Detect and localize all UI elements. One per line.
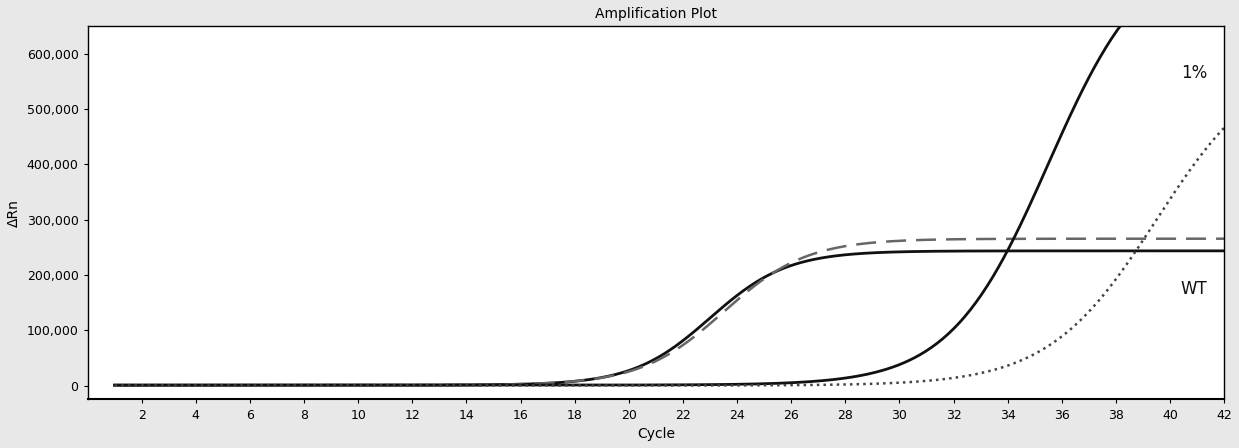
- Y-axis label: ΔRn: ΔRn: [7, 199, 21, 227]
- Text: WT: WT: [1181, 280, 1208, 298]
- Title: Amplification Plot: Amplification Plot: [595, 7, 717, 21]
- X-axis label: Cycle: Cycle: [637, 427, 675, 441]
- Text: 1%: 1%: [1181, 64, 1207, 82]
